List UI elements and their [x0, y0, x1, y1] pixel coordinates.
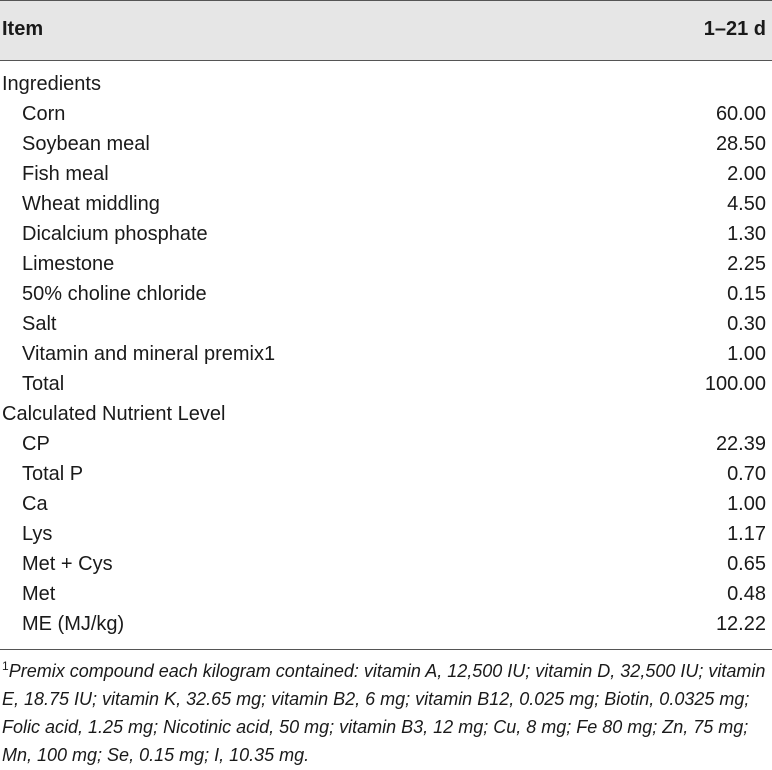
row-label: Limestone: [22, 253, 115, 275]
header-item: Item: [2, 18, 44, 40]
table-row: Limestone 2.25: [0, 249, 772, 279]
row-value: 2.00: [727, 163, 766, 185]
row-label: Soybean meal: [22, 133, 150, 155]
table-row: Salt 0.30: [0, 309, 772, 339]
table-row: ME (MJ/kg) 12.22: [0, 609, 772, 639]
row-label: Wheat middling: [22, 193, 160, 215]
section-title: Ingredients: [2, 73, 101, 95]
table-row: Ca 1.00: [0, 489, 772, 519]
row-label: Dicalcium phosphate: [22, 223, 208, 245]
table-row: Soybean meal 28.50: [0, 129, 772, 159]
row-label: Total: [22, 373, 65, 395]
row-label: Fish meal: [22, 163, 109, 185]
row-value: 0.15: [727, 283, 766, 305]
row-value: 28.50: [715, 133, 766, 155]
row-label: Ca: [22, 493, 48, 515]
row-value: 100.00: [704, 373, 766, 395]
section-title: Calculated Nutrient Level: [2, 403, 226, 425]
footnote: 1Premix compound each kilogram contained…: [2, 657, 768, 769]
row-label: Total P: [22, 463, 84, 485]
table-row: Total 100.00: [0, 369, 772, 399]
header-period: 1–21 d: [703, 18, 766, 40]
row-label: Vitamin and mineral premix1: [22, 343, 276, 365]
row-label: Salt: [22, 313, 57, 335]
table-row: Met 0.48: [0, 579, 772, 609]
table-row: Met + Cys 0.65: [0, 549, 772, 579]
table-row: Vitamin and mineral premix1 1.00: [0, 339, 772, 369]
row-value: 12.22: [715, 613, 766, 635]
top-rule: [0, 0, 772, 1]
row-value: 1.17: [727, 523, 766, 545]
row-value: 2.25: [727, 253, 766, 275]
row-label: Met + Cys: [22, 553, 113, 575]
table-row: CP 22.39: [0, 429, 772, 459]
section-heading: Calculated Nutrient Level: [0, 399, 772, 429]
row-value: 4.50: [727, 193, 766, 215]
row-value: 60.00: [715, 103, 766, 125]
table-row: Lys 1.17: [0, 519, 772, 549]
row-label: 50% choline chloride: [22, 283, 207, 305]
table-row: Total P 0.70: [0, 459, 772, 489]
bottom-rule: [0, 649, 772, 650]
row-label: CP: [22, 433, 50, 455]
row-value: 0.30: [727, 313, 766, 335]
row-value: 0.70: [727, 463, 766, 485]
footnote-marker: 1: [2, 659, 9, 673]
section-heading: Ingredients: [0, 69, 772, 99]
row-label: ME (MJ/kg): [22, 613, 125, 635]
row-value: 0.48: [727, 583, 766, 605]
row-value: 0.65: [727, 553, 766, 575]
table-row: 50% choline chloride 0.15: [0, 279, 772, 309]
table-body: Ingredients Corn 60.00 Soybean meal 28.50 Fis…: [0, 69, 772, 639]
row-value: 1.00: [727, 493, 766, 515]
row-value: 1.30: [727, 223, 766, 245]
row-label: Met: [22, 583, 56, 605]
table-row: Fish meal 2.00: [0, 159, 772, 189]
row-label: Corn: [22, 103, 66, 125]
table-row: Wheat middling 4.50: [0, 189, 772, 219]
table-row: Corn 60.00: [0, 99, 772, 129]
row-value: 1.00: [727, 343, 766, 365]
row-value: 22.39: [715, 433, 766, 455]
table-row: Dicalcium phosphate 1.30: [0, 219, 772, 249]
row-label: Lys: [22, 523, 53, 545]
header-rule: [0, 60, 772, 61]
footnote-text: Premix compound each kilogram contained:…: [2, 661, 766, 765]
table-header: Item 1–21 d: [0, 0, 772, 60]
